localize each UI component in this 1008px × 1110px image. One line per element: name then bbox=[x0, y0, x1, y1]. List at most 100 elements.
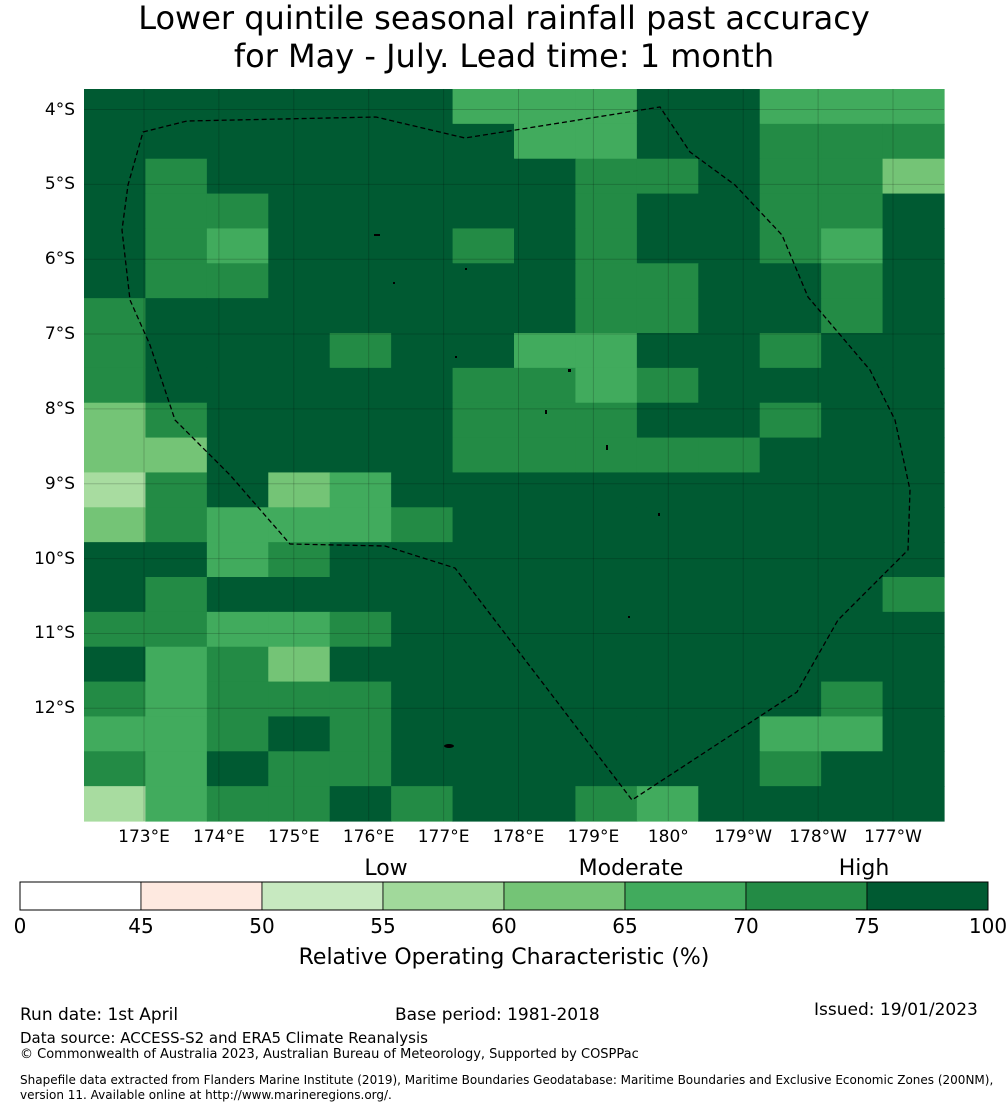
grid-cell bbox=[329, 716, 392, 752]
grid-cell bbox=[268, 367, 331, 404]
grid-cell bbox=[206, 751, 269, 787]
grid-cell bbox=[145, 123, 208, 160]
grid-cell bbox=[698, 193, 761, 230]
latitude-label: 11°S bbox=[34, 623, 75, 644]
grid-cell bbox=[698, 402, 761, 439]
grid-cell bbox=[452, 681, 515, 718]
grid-cell bbox=[575, 158, 638, 195]
grid-cell bbox=[698, 542, 761, 578]
grid-cell bbox=[206, 577, 269, 613]
grid-cell bbox=[575, 193, 638, 230]
grid-cell bbox=[206, 646, 269, 683]
colorbar-tick-label: 100 bbox=[968, 914, 1008, 938]
grid-cell bbox=[391, 577, 454, 613]
grid-cell bbox=[636, 158, 699, 195]
grid-cell bbox=[391, 298, 454, 334]
grid-cell bbox=[882, 333, 945, 369]
grid-cell bbox=[575, 367, 638, 404]
latitude-label: 6°S bbox=[44, 249, 75, 270]
grid-cell bbox=[145, 681, 208, 718]
grid-cell bbox=[268, 786, 331, 822]
grid-cell bbox=[759, 333, 822, 369]
grid-cell bbox=[882, 228, 945, 264]
colorbar-tick-label: 55 bbox=[370, 914, 396, 938]
grid-cell bbox=[206, 507, 269, 543]
grid-cell bbox=[759, 681, 822, 718]
grid-cell bbox=[84, 716, 147, 752]
grid-cell bbox=[821, 437, 884, 474]
grid-cell bbox=[206, 123, 269, 160]
grid-cell bbox=[575, 437, 638, 474]
grid-cell bbox=[206, 367, 269, 404]
category-moderate-label: Moderate bbox=[578, 856, 684, 881]
grid-cell bbox=[882, 367, 945, 404]
grid-cell bbox=[882, 507, 945, 543]
grid-cell bbox=[452, 611, 515, 648]
chart-title-line2: for May - July. Lead time: 1 month bbox=[233, 37, 775, 75]
grid-cell bbox=[391, 751, 454, 787]
grid-cell bbox=[84, 89, 147, 125]
latitude-label: 9°S bbox=[44, 473, 75, 494]
grid-cell bbox=[636, 437, 699, 474]
grid-cell bbox=[636, 402, 699, 439]
grid-cell bbox=[452, 158, 515, 195]
colorbar-tick-label: 70 bbox=[733, 914, 759, 938]
grid-cell bbox=[636, 228, 699, 264]
grid-cell bbox=[329, 333, 392, 369]
grid-cell bbox=[329, 228, 392, 264]
island-marker bbox=[393, 282, 395, 284]
grid-cell bbox=[575, 751, 638, 787]
grid-cell bbox=[206, 611, 269, 648]
grid-cell bbox=[698, 158, 761, 195]
latitude-label: 4°S bbox=[44, 99, 75, 120]
grid-cell bbox=[636, 367, 699, 404]
grid-cell bbox=[329, 263, 392, 299]
longitude-label: 179°W bbox=[714, 827, 773, 847]
grid-cell bbox=[391, 193, 454, 230]
grid-cell bbox=[882, 193, 945, 230]
grid-cell bbox=[575, 716, 638, 752]
grid-cell bbox=[759, 263, 822, 299]
grid-cell bbox=[206, 542, 269, 578]
grid-cell bbox=[514, 367, 577, 404]
grid-cell bbox=[268, 158, 331, 195]
grid-cell bbox=[514, 472, 577, 508]
grid-cell bbox=[329, 402, 392, 439]
grid-cell bbox=[84, 402, 147, 439]
grid-cell bbox=[821, 298, 884, 334]
grid-cell bbox=[329, 681, 392, 718]
grid-cell bbox=[84, 577, 147, 613]
grid-cell bbox=[636, 193, 699, 230]
grid-cell bbox=[452, 402, 515, 439]
grid-cell bbox=[391, 786, 454, 822]
grid-cell bbox=[759, 751, 822, 787]
grid-cell bbox=[268, 402, 331, 439]
base-period: Base period: 1981-2018 bbox=[395, 1005, 600, 1025]
grid-cell bbox=[759, 298, 822, 334]
colorbar-segment bbox=[382, 881, 505, 911]
grid-cell bbox=[821, 333, 884, 369]
grid-cell bbox=[391, 402, 454, 439]
longitude-label: 180° bbox=[647, 827, 689, 847]
grid-cell bbox=[514, 437, 577, 474]
grid-cell bbox=[636, 472, 699, 508]
grid-cell bbox=[329, 542, 392, 578]
grid-cell bbox=[452, 646, 515, 683]
grid-cell bbox=[636, 646, 699, 683]
grid-cell bbox=[821, 89, 884, 125]
grid-cell bbox=[514, 507, 577, 543]
grid-cell bbox=[882, 89, 945, 125]
grid-cell bbox=[759, 611, 822, 648]
latitude-label: 12°S bbox=[34, 698, 75, 719]
grid-cell bbox=[821, 716, 884, 752]
grid-cell bbox=[759, 472, 822, 508]
grid-cell bbox=[268, 263, 331, 299]
grid-cell bbox=[84, 751, 147, 787]
grid-cell bbox=[821, 472, 884, 508]
grid-cell bbox=[636, 577, 699, 613]
island-marker bbox=[606, 445, 608, 450]
colorbar-tick-label: 65 bbox=[612, 914, 638, 938]
grid-cell bbox=[329, 507, 392, 543]
grid-cell bbox=[329, 437, 392, 474]
